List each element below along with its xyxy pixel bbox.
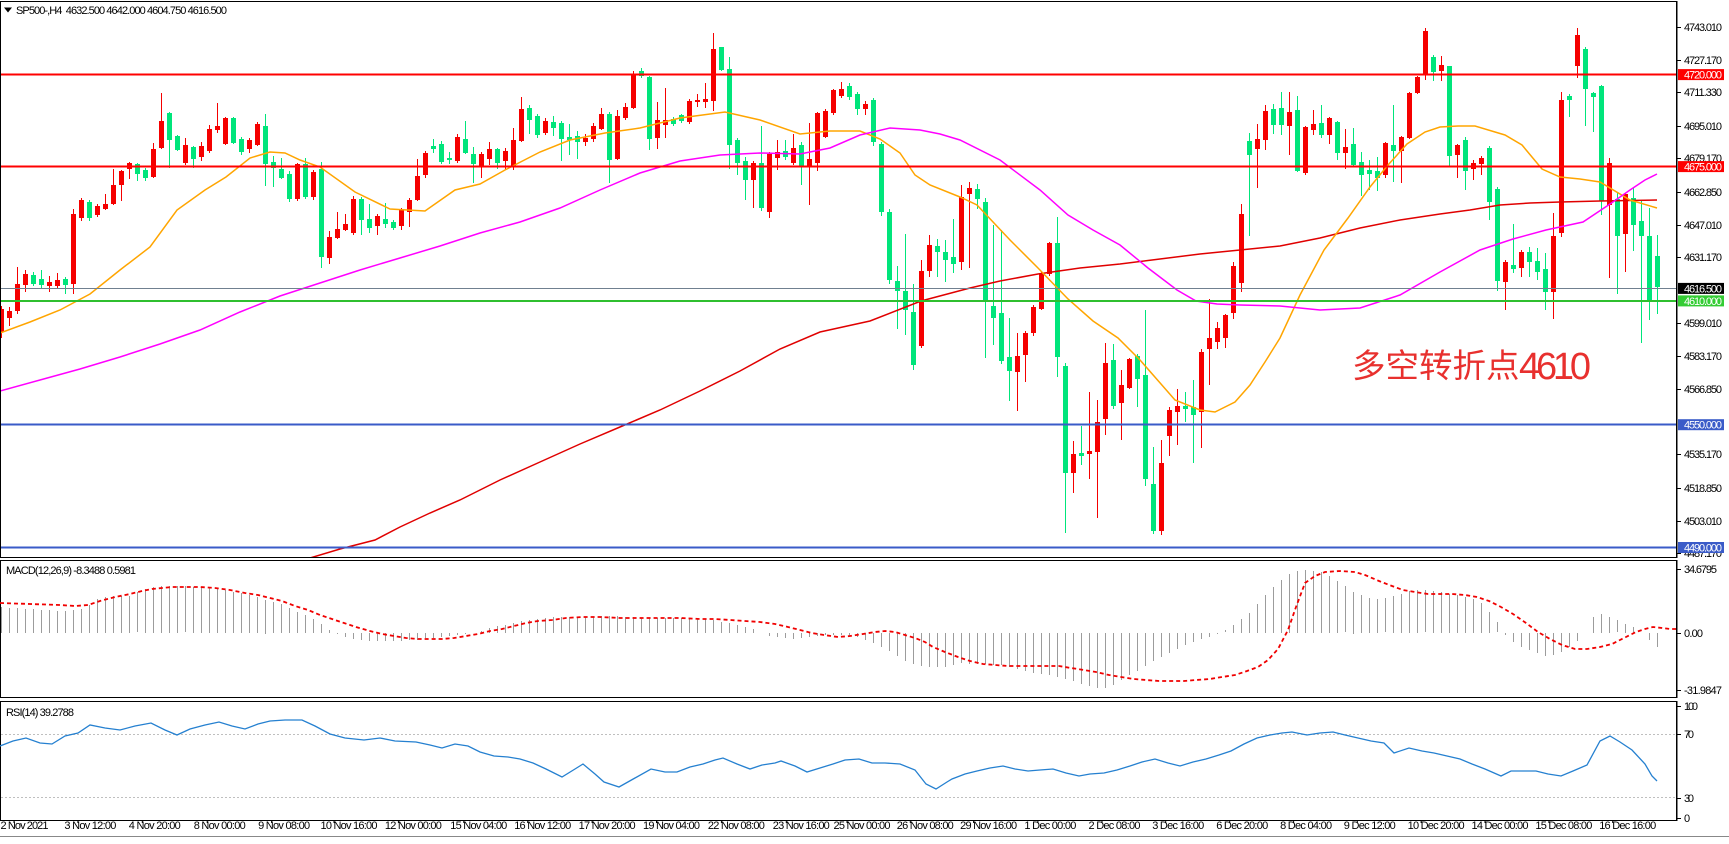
svg-text:4599.010: 4599.010 <box>1684 318 1722 330</box>
svg-text:4711.330: 4711.330 <box>1684 87 1722 99</box>
svg-text:17 Nov 20:00: 17 Nov 20:00 <box>579 820 636 832</box>
svg-text:-31.9847: -31.9847 <box>1684 685 1722 697</box>
svg-text:25 Nov 00:00: 25 Nov 00:00 <box>834 820 891 832</box>
svg-text:4616.500: 4616.500 <box>1684 283 1722 295</box>
svg-text:10 Nov 16:00: 10 Nov 16:00 <box>321 820 378 832</box>
svg-text:1 Dec 00:00: 1 Dec 00:00 <box>1024 820 1076 832</box>
svg-text:4490.000: 4490.000 <box>1684 543 1722 555</box>
svg-text:4631.170: 4631.170 <box>1684 252 1722 264</box>
svg-text:0.00: 0.00 <box>1684 628 1703 640</box>
svg-text:4647.010: 4647.010 <box>1684 220 1722 232</box>
svg-text:8 Nov 00:00: 8 Nov 00:00 <box>194 820 246 832</box>
svg-text:3 Nov 12:00: 3 Nov 12:00 <box>64 820 116 832</box>
svg-text:4720.000: 4720.000 <box>1684 70 1722 82</box>
svg-text:19 Nov 04:00: 19 Nov 04:00 <box>643 820 700 832</box>
svg-text:12 Nov 00:00: 12 Nov 00:00 <box>385 820 442 832</box>
svg-text:4675.000: 4675.000 <box>1684 162 1722 174</box>
svg-text:4743.010: 4743.010 <box>1684 22 1722 34</box>
svg-text:4566.850: 4566.850 <box>1684 384 1722 396</box>
svg-text:4695.010: 4695.010 <box>1684 121 1722 133</box>
svg-text:9 Dec 12:00: 9 Dec 12:00 <box>1344 820 1396 832</box>
svg-text:16 Dec 16:00: 16 Dec 16:00 <box>1599 820 1656 832</box>
svg-text:4518.850: 4518.850 <box>1684 483 1722 495</box>
svg-text:RSI(14) 39.2788: RSI(14) 39.2788 <box>6 707 74 719</box>
svg-text:100: 100 <box>1684 701 1698 713</box>
svg-text:30: 30 <box>1684 793 1694 805</box>
svg-text:2 Dec 08:00: 2 Dec 08:00 <box>1089 820 1141 832</box>
svg-text:14 Dec 00:00: 14 Dec 00:00 <box>1472 820 1529 832</box>
svg-text:9 Nov 08:00: 9 Nov 08:00 <box>258 820 310 832</box>
svg-text:2 Nov 2021: 2 Nov 2021 <box>1 820 49 832</box>
svg-text:70: 70 <box>1684 729 1694 741</box>
svg-text:15 Nov 04:00: 15 Nov 04:00 <box>450 820 507 832</box>
svg-text:3 Dec 16:00: 3 Dec 16:00 <box>1152 820 1204 832</box>
svg-text:16 Nov 12:00: 16 Nov 12:00 <box>514 820 571 832</box>
svg-text:34.6795: 34.6795 <box>1684 564 1717 576</box>
svg-text:4610: 4610 <box>1519 346 1591 388</box>
svg-text:8 Dec 04:00: 8 Dec 04:00 <box>1280 820 1332 832</box>
svg-text:10 Dec 20:00: 10 Dec 20:00 <box>1408 820 1465 832</box>
svg-text:29 Nov 16:00: 29 Nov 16:00 <box>960 820 1017 832</box>
svg-text:23 Nov 16:00: 23 Nov 16:00 <box>773 820 830 832</box>
svg-text:15 Dec 08:00: 15 Dec 08:00 <box>1535 820 1592 832</box>
svg-text:4727.170: 4727.170 <box>1684 55 1722 67</box>
svg-text:6 Dec 20:00: 6 Dec 20:00 <box>1216 820 1268 832</box>
svg-text:4503.010: 4503.010 <box>1684 516 1722 528</box>
svg-text:22 Nov 08:00: 22 Nov 08:00 <box>708 820 765 832</box>
svg-text:4610.000: 4610.000 <box>1684 296 1722 308</box>
svg-text:4 Nov 20:00: 4 Nov 20:00 <box>129 820 181 832</box>
svg-text:MACD(12,26,9) -8.3488 0.5981: MACD(12,26,9) -8.3488 0.5981 <box>6 565 136 577</box>
svg-text:4535.170: 4535.170 <box>1684 449 1722 461</box>
svg-text:4662.850: 4662.850 <box>1684 187 1722 199</box>
svg-text:SP500-,H4 4632.500 4642.000 4: SP500-,H4 4632.500 4642.000 4604.750 461… <box>16 5 227 17</box>
svg-text:4583.170: 4583.170 <box>1684 351 1722 363</box>
svg-text:0: 0 <box>1684 813 1690 825</box>
svg-text:26 Nov 08:00: 26 Nov 08:00 <box>897 820 954 832</box>
svg-text:4550.000: 4550.000 <box>1684 420 1722 432</box>
